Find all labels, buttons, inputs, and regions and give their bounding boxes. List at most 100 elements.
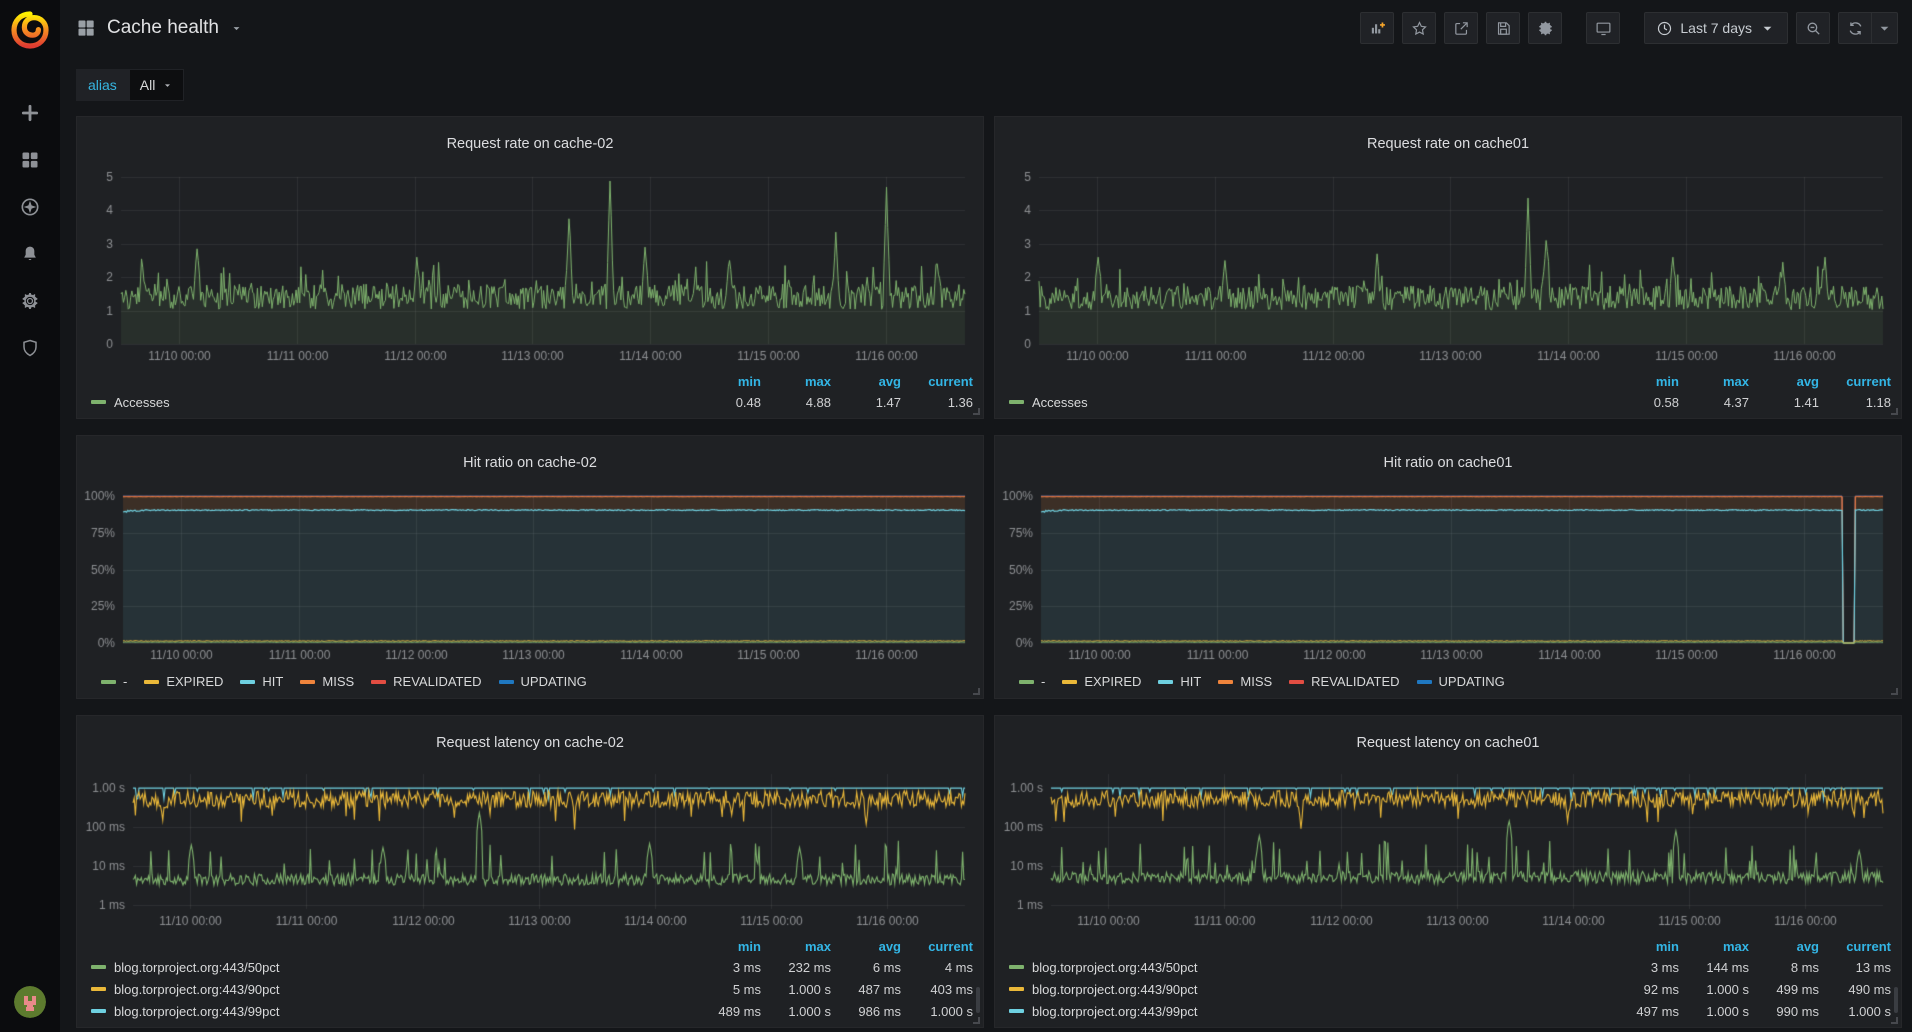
legend-series-hit[interactable]: HIT — [1158, 674, 1201, 689]
legend-series-90pct[interactable]: blog.torproject.org:443/90pct — [91, 982, 691, 997]
legend-series-revalidated[interactable]: REVALIDATED — [371, 674, 482, 689]
stat-header-avg[interactable]: avg — [1796, 373, 1819, 389]
stat-header-max[interactable]: max — [1722, 938, 1749, 954]
add-panel-button[interactable] — [1360, 12, 1395, 44]
series-swatch — [144, 679, 160, 684]
legend-series-revalidated[interactable]: REVALIDATED — [1289, 674, 1400, 689]
stat-header-min[interactable]: min — [1655, 373, 1679, 389]
time-range-picker[interactable]: Last 7 days — [1644, 12, 1788, 44]
panel-title[interactable]: Request rate on cache-02 — [446, 136, 614, 153]
panel-resize-handle[interactable] — [1891, 688, 1898, 695]
stat-current: 4 ms — [944, 959, 973, 975]
legend-series-99pct[interactable]: blog.torproject.org:443/99pct — [1009, 1004, 1609, 1019]
panel-title[interactable]: Request rate on cache01 — [1366, 136, 1530, 153]
panel-title[interactable]: Hit ratio on cache-02 — [463, 455, 597, 472]
request-latency-cache-02-chart[interactable] — [77, 764, 983, 936]
submenu-variables: alias All — [60, 56, 1912, 114]
legend-series-accesses[interactable]: Accesses — [91, 395, 691, 410]
series-swatch — [1416, 679, 1432, 684]
stat-header-min[interactable]: min — [1655, 938, 1679, 954]
panel-title[interactable]: Request latency on cache01 — [1356, 735, 1540, 752]
stat-max: 4.88 — [805, 394, 831, 410]
share-button[interactable] — [1444, 12, 1479, 44]
cycle-view-mode-button[interactable] — [1586, 12, 1621, 44]
legend-series-dash[interactable]: - — [1019, 674, 1045, 689]
stat-header-max[interactable]: max — [804, 373, 831, 389]
stat-header-current[interactable]: current — [1846, 938, 1891, 954]
panel-resize-handle[interactable] — [1891, 1017, 1898, 1024]
series-swatch — [1019, 679, 1034, 684]
stat-avg: 487 ms — [858, 981, 901, 997]
legend-series-expired[interactable]: EXPIRED — [144, 674, 223, 689]
stat-min: 5 ms — [732, 981, 761, 997]
dashboards-icon[interactable] — [19, 149, 41, 171]
create-plus-icon[interactable] — [19, 102, 41, 124]
configuration-gear-icon[interactable] — [19, 290, 41, 312]
save-button[interactable] — [1486, 12, 1521, 44]
legend-series-90pct[interactable]: blog.torproject.org:443/90pct — [1009, 982, 1609, 997]
legend: min max avg current Accesses 0.58 4.37 1… — [995, 370, 1901, 418]
explore-compass-icon[interactable] — [19, 196, 41, 218]
variable-alias-picker[interactable]: alias All — [76, 69, 185, 101]
panel-resize-handle[interactable] — [1891, 408, 1898, 415]
stat-header-max[interactable]: max — [804, 938, 831, 954]
star-button[interactable] — [1402, 12, 1437, 44]
stat-header-avg[interactable]: avg — [1796, 938, 1819, 954]
dashboard-grid: Request rate on cache-02 min max avg cur… — [60, 114, 1912, 1028]
stat-max: 144 ms — [1706, 959, 1749, 975]
legend: - EXPIRED HIT MISS REVALIDATED UPDATING — [77, 669, 983, 698]
stat-header-current[interactable]: current — [928, 938, 973, 954]
refresh-interval-dropdown[interactable] — [1872, 12, 1898, 44]
legend-series-50pct[interactable]: blog.torproject.org:443/50pct — [1009, 960, 1609, 975]
legend-scrollbar[interactable] — [1894, 987, 1898, 1013]
refresh-button[interactable] — [1838, 12, 1872, 44]
legend-series-hit[interactable]: HIT — [240, 674, 283, 689]
server-admin-shield-icon[interactable] — [19, 337, 41, 359]
user-avatar[interactable] — [14, 986, 46, 1018]
panel-request-rate-cache-02: Request rate on cache-02 min max avg cur… — [76, 116, 984, 419]
legend-series-updating[interactable]: UPDATING — [1416, 674, 1505, 689]
stat-max: 1.000 s — [788, 981, 831, 997]
stat-header-min[interactable]: min — [737, 938, 761, 954]
grafana-logo[interactable] — [10, 10, 50, 50]
legend-scrollbar[interactable] — [976, 987, 980, 1013]
legend-series-accesses[interactable]: Accesses — [1009, 395, 1609, 410]
alerting-bell-icon[interactable] — [19, 243, 41, 265]
stat-header-current[interactable]: current — [1846, 373, 1891, 389]
stat-header-avg[interactable]: avg — [878, 373, 901, 389]
legend-series-99pct[interactable]: blog.torproject.org:443/99pct — [91, 1004, 691, 1019]
panel-request-latency-cache-02: Request latency on cache-02 min max avg … — [76, 715, 984, 1028]
legend-series-miss[interactable]: MISS — [1218, 674, 1272, 689]
stat-current: 490 ms — [1848, 981, 1891, 997]
variable-label: alias — [76, 69, 129, 101]
zoom-out-button[interactable] — [1796, 12, 1830, 44]
stat-header-max[interactable]: max — [1722, 373, 1749, 389]
request-rate-cache01-chart[interactable] — [995, 165, 1901, 371]
hit-ratio-cache01-chart[interactable] — [995, 484, 1901, 670]
stat-max: 1.000 s — [788, 1003, 831, 1019]
legend-series-updating[interactable]: UPDATING — [498, 674, 587, 689]
request-latency-cache01-chart[interactable] — [995, 764, 1901, 936]
stat-avg: 499 ms — [1776, 981, 1819, 997]
dashboard-title-group[interactable]: Cache health — [76, 17, 243, 39]
hit-ratio-cache-02-chart[interactable] — [77, 484, 983, 670]
legend-series-miss[interactable]: MISS — [300, 674, 354, 689]
stat-header-current[interactable]: current — [928, 373, 973, 389]
legend-series-dash[interactable]: - — [101, 674, 127, 689]
dashboard-settings-button[interactable] — [1528, 12, 1563, 44]
series-swatch — [240, 679, 256, 684]
stat-header-avg[interactable]: avg — [878, 938, 901, 954]
stat-header-min[interactable]: min — [737, 373, 761, 389]
request-rate-cache-02-chart[interactable] — [77, 165, 983, 371]
panel-title[interactable]: Hit ratio on cache01 — [1383, 455, 1513, 472]
legend-series-50pct[interactable]: blog.torproject.org:443/50pct — [91, 960, 691, 975]
panel-request-latency-cache01: Request latency on cache01 min max avg c… — [994, 715, 1902, 1028]
series-swatch — [1009, 965, 1024, 969]
series-swatch — [1009, 400, 1024, 404]
panel-resize-handle[interactable] — [973, 1017, 980, 1024]
panel-resize-handle[interactable] — [973, 688, 980, 695]
panel-title[interactable]: Request latency on cache-02 — [436, 735, 624, 752]
series-swatch — [371, 679, 387, 684]
panel-resize-handle[interactable] — [973, 408, 980, 415]
legend-series-expired[interactable]: EXPIRED — [1062, 674, 1141, 689]
